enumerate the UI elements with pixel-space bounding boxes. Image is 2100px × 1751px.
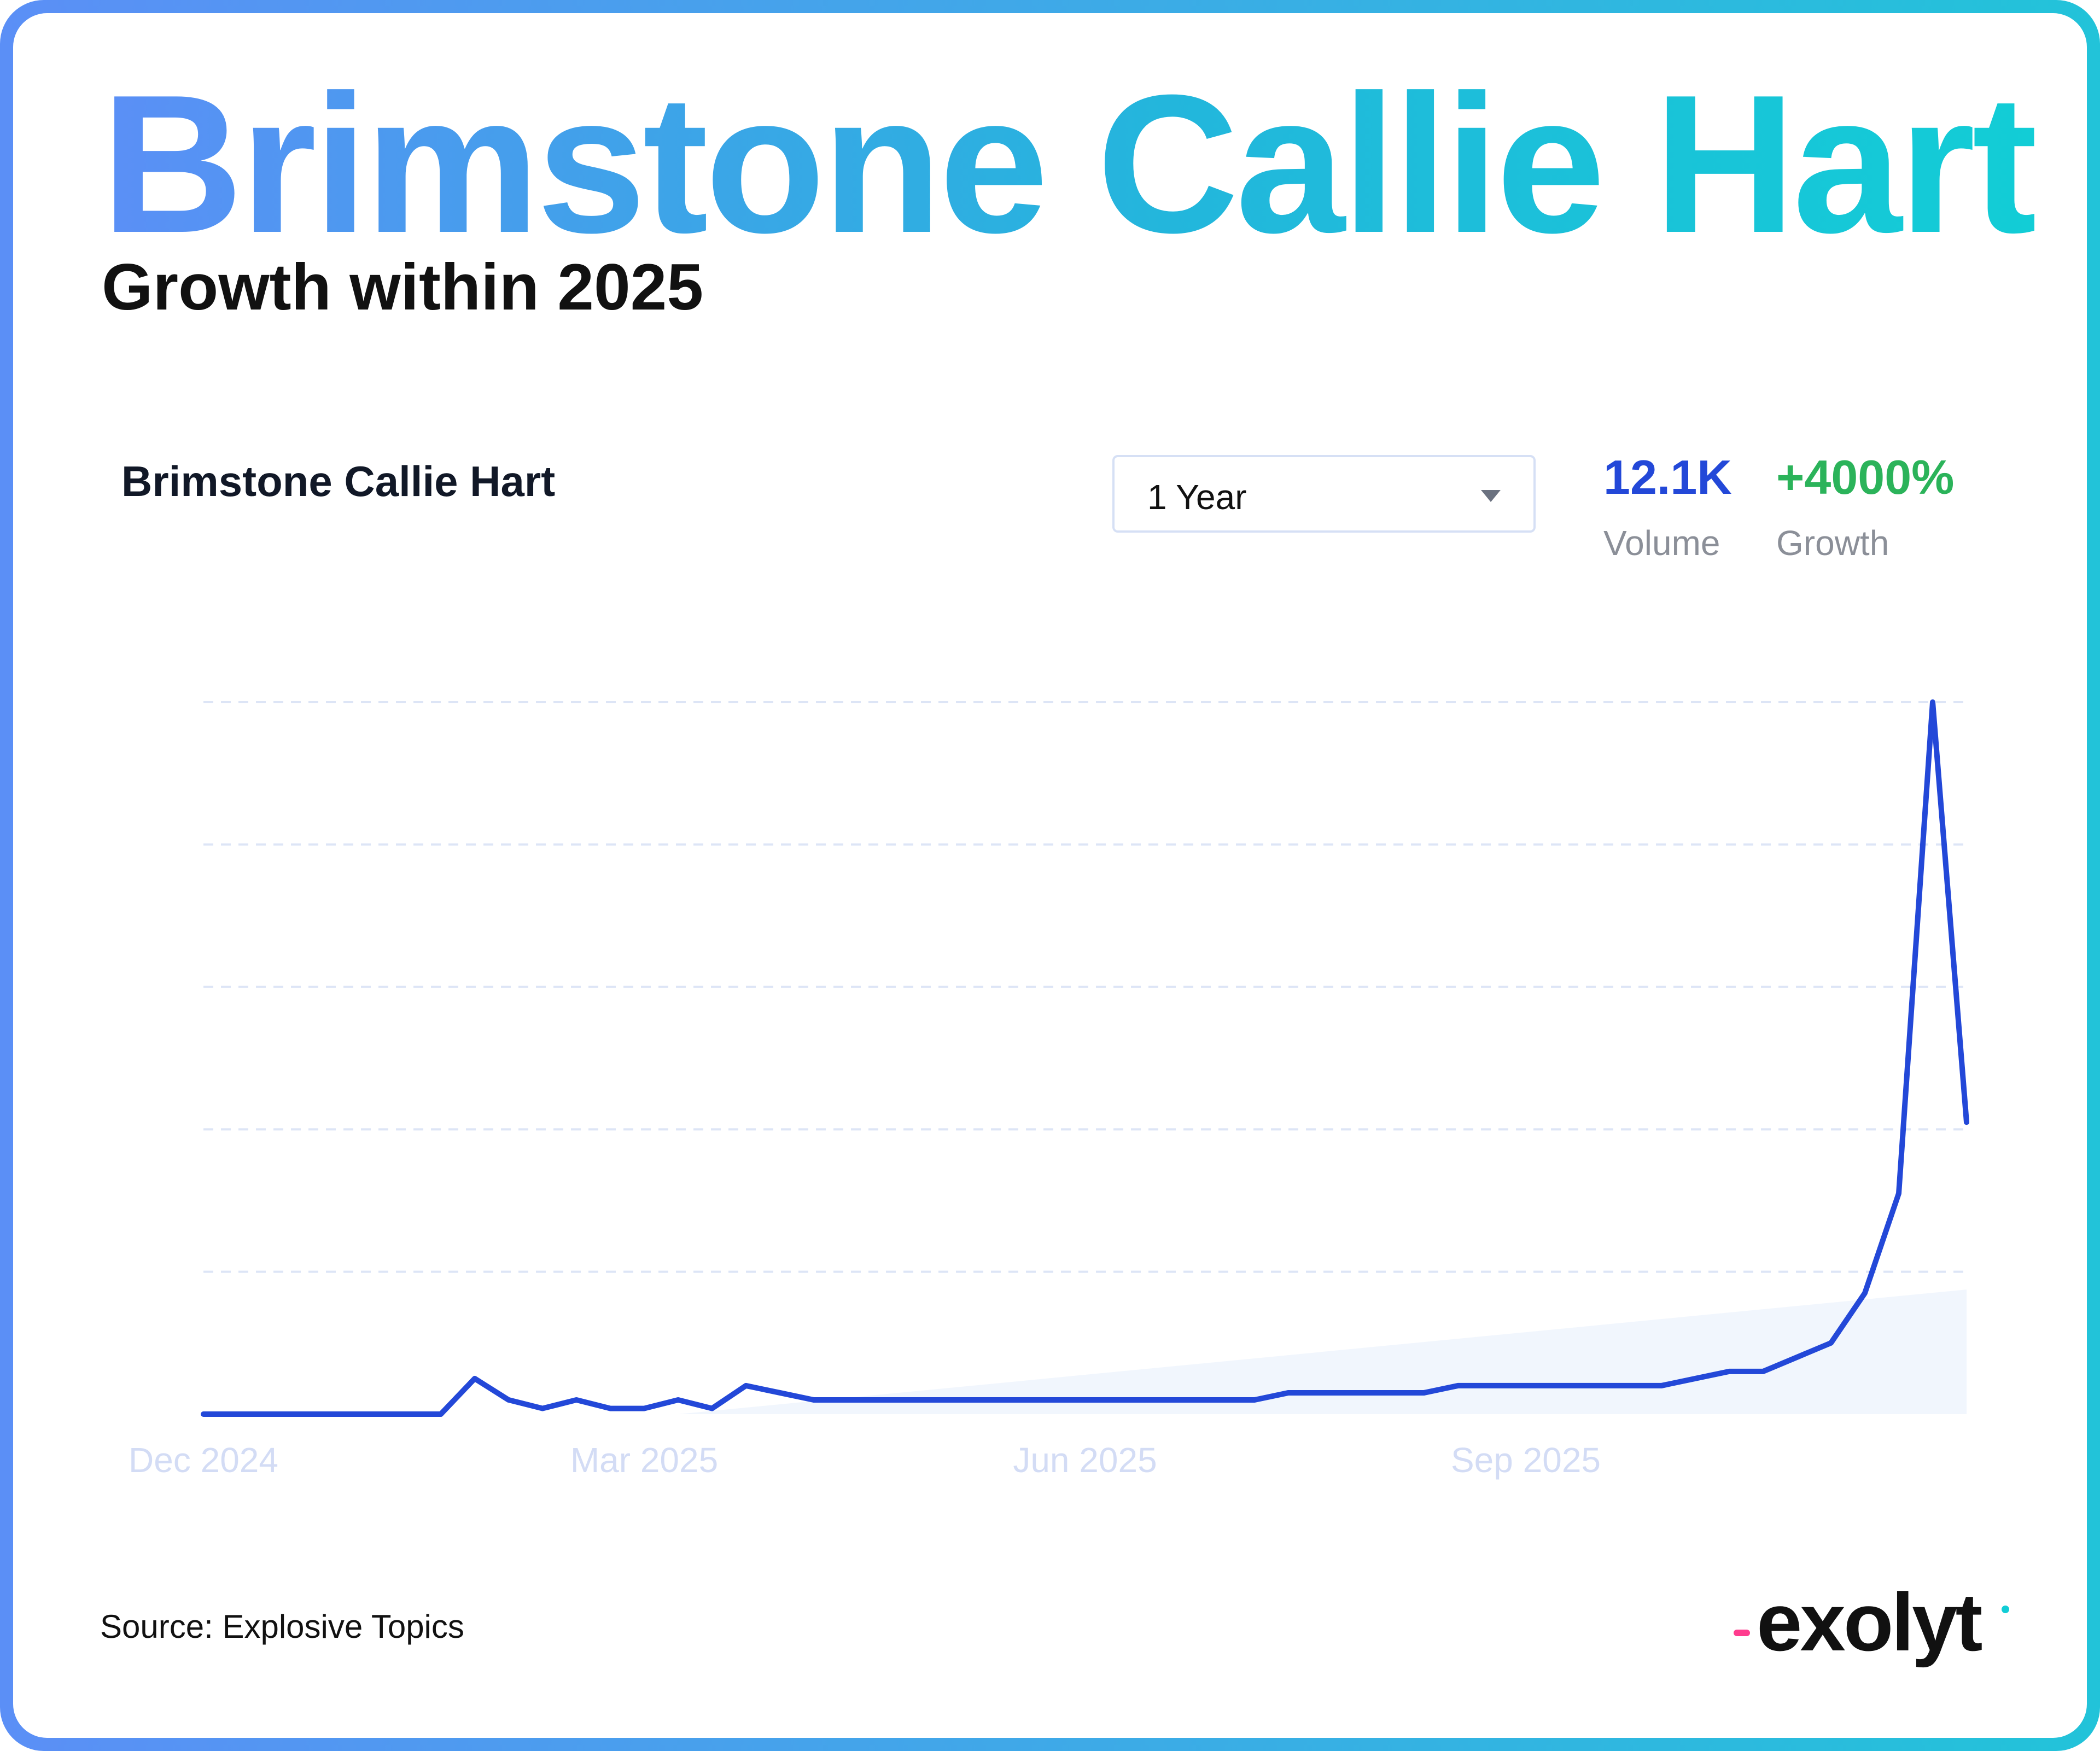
volume-value: 12.1K: [1603, 450, 1732, 504]
x-tick-label: Jun 2025: [1013, 1440, 1157, 1480]
time-range-value: 1 Year: [1147, 477, 1247, 517]
volume-label: Volume: [1603, 523, 1720, 563]
growth-value: +4000%: [1776, 450, 1955, 504]
chevron-down-icon: [1481, 490, 1501, 502]
keyword-label: Brimstone Callie Hart: [121, 457, 556, 505]
series-line: [201, 699, 1969, 1417]
x-tick-label: Mar 2025: [570, 1440, 718, 1480]
logo-wordmark: exolyt: [1757, 1576, 1983, 1668]
growth-label: Growth: [1776, 523, 1889, 563]
x-tick-label: Dec 2024: [129, 1440, 278, 1480]
source-note: Source: Explosive Topics: [100, 1608, 464, 1645]
card: [13, 13, 2087, 1738]
x-tick-label: Sep 2025: [1451, 1440, 1601, 1480]
page-subtitle: Growth within 2025: [102, 250, 704, 324]
logo-dot: [2002, 1606, 2009, 1613]
exolyt-logo: exolyt: [1734, 1575, 2018, 1668]
page-title: Brimstone Callie Hart: [101, 54, 2038, 274]
chart-gridlines: [203, 701, 1967, 1273]
time-range-dropdown[interactable]: 1 Year: [1112, 455, 1536, 533]
logo-dash: [1734, 1630, 1750, 1636]
x-axis-ticks: Dec 2024 Mar 2025 Jun 2025 Sep 2025: [129, 1440, 1601, 1480]
